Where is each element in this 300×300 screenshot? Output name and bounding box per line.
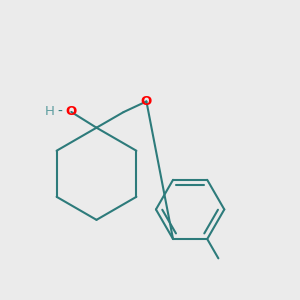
Text: O: O	[66, 106, 77, 118]
Text: -: -	[58, 105, 62, 119]
Text: O: O	[141, 95, 152, 108]
Text: H: H	[45, 106, 55, 118]
